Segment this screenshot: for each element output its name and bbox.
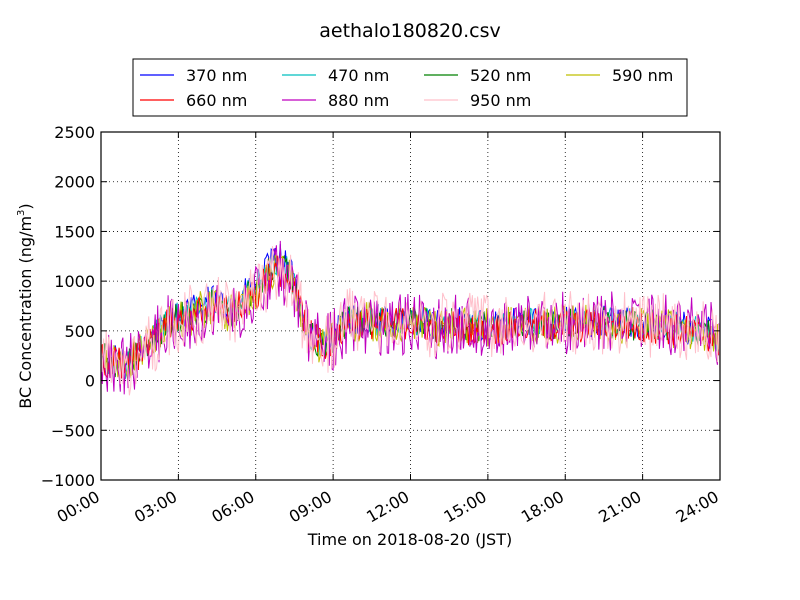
legend-label: 370 nm xyxy=(186,66,247,85)
y-tick-label: 2000 xyxy=(54,173,95,192)
x-tick-label: 21:00 xyxy=(595,487,644,527)
legend-label: 590 nm xyxy=(612,66,673,85)
y-axis-label-sup: 3 xyxy=(16,210,27,216)
y-tick-label: 500 xyxy=(64,322,95,341)
data-series xyxy=(100,240,721,396)
x-tick-label: 15:00 xyxy=(440,487,489,527)
y-tick-label: −500 xyxy=(51,421,95,440)
x-tick-label: 24:00 xyxy=(673,487,722,527)
y-axis-label: BC Concentration (ng/m3) xyxy=(16,203,35,408)
x-tick-label: 12:00 xyxy=(363,487,412,527)
y-tick-label: 2500 xyxy=(54,123,95,142)
series-line-950-nm xyxy=(100,246,721,396)
legend-label: 470 nm xyxy=(328,66,389,85)
legend: 370 nm 470 nm 520 nm 590 nm 660 nm 880 nm 950 … xyxy=(132,58,688,117)
y-axis-label-close: ) xyxy=(16,203,35,209)
y-tick-label: 1000 xyxy=(54,272,95,291)
x-tick-label: 18:00 xyxy=(518,487,567,527)
x-tick-label: 06:00 xyxy=(208,487,257,527)
legend-label: 950 nm xyxy=(470,91,531,110)
legend-label: 880 nm xyxy=(328,91,389,110)
legend-label: 660 nm xyxy=(186,91,247,110)
chart-title: aethalo180820.csv xyxy=(319,20,501,42)
x-tick-label: 03:00 xyxy=(131,487,180,527)
y-tick-label: −1000 xyxy=(41,471,95,490)
legend-label: 520 nm xyxy=(470,66,531,85)
y-tick-label: 1500 xyxy=(54,222,95,241)
y-axis-label-main: BC Concentration (ng/m xyxy=(16,216,35,409)
x-tick-label: 00:00 xyxy=(54,487,103,527)
legend-box xyxy=(132,58,688,117)
x-tick-label: 09:00 xyxy=(286,487,335,527)
x-axis-label: Time on 2018-08-20 (JST) xyxy=(307,530,512,549)
y-tick-label: 0 xyxy=(85,372,95,391)
